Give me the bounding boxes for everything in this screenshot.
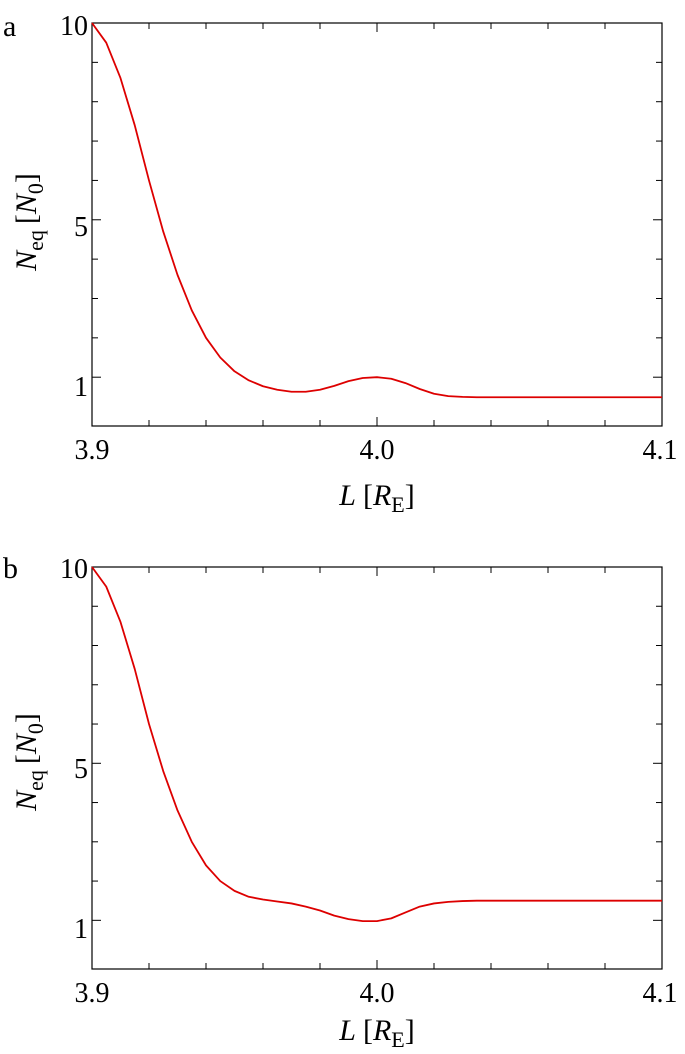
y-axis-title-unit-b: N: [10, 732, 43, 755]
plot-frame-b: [91, 566, 663, 970]
y-tick-label-10-b: 10: [60, 554, 88, 585]
x-tick-label-4.0-a: 4.0: [360, 435, 395, 466]
y-tick-label-5-a: 5: [74, 212, 88, 243]
x-tick-label-4.1-a: 4.1: [643, 435, 678, 466]
y-tick-label-5-b: 5: [74, 754, 88, 785]
y-tick-label-1-a: 1: [74, 372, 88, 403]
y-axis-title-b: Neq[N0]: [10, 713, 48, 812]
ticks-a: [91, 22, 663, 426]
y-axis-title-sub-b: eq: [23, 770, 48, 791]
x-axis-title-sub-b: E: [391, 1027, 404, 1052]
data-line-b: [91, 566, 662, 923]
x-axis-title-unit-b: R: [372, 1014, 391, 1047]
x-tick-label-3.9-b: 3.9: [75, 978, 110, 1009]
x-axis-title-main-b: L: [338, 1014, 356, 1047]
panel-a: a 10 5 1 3.9 4.0 4.1 L [RE] Neq[N0]: [3, 10, 678, 517]
x-tick-label-4.0-b: 4.0: [360, 978, 395, 1009]
y-axis-title-sub-a: eq: [23, 230, 48, 251]
x-axis-title-sub-a: E: [391, 492, 404, 517]
x-tick-label-3.9-a: 3.9: [75, 435, 110, 466]
y-tick-label-1-b: 1: [74, 914, 88, 945]
y-tick-label-10-a: 10: [60, 11, 88, 42]
y-axis-title-main-a: N: [10, 249, 43, 272]
panel-b: b 10 5 1 3.9 4.0 4.1 L [RE] Neq[N0]: [3, 552, 678, 1052]
x-axis-title-unit-a: R: [372, 479, 391, 512]
panel-label-a: a: [3, 10, 16, 43]
x-axis-title-a: L [RE]: [338, 479, 414, 517]
y-axis-title-unit-a: N: [10, 192, 43, 215]
ticks-b: [91, 566, 663, 969]
x-axis-title-b: L [RE]: [338, 1014, 414, 1052]
data-line-a: [91, 22, 662, 399]
x-axis-title-main-a: L: [338, 479, 356, 512]
y-axis-title-a: Neq[N0]: [10, 173, 48, 272]
x-tick-label-4.1-b: 4.1: [643, 978, 678, 1009]
y-axis-title-main-b: N: [10, 789, 43, 812]
y-axis-title-unit-sub-a: 0: [23, 183, 48, 194]
y-axis-title-unit-sub-b: 0: [23, 723, 48, 734]
plot-frame-a: [91, 22, 663, 427]
panel-label-b: b: [3, 552, 18, 585]
